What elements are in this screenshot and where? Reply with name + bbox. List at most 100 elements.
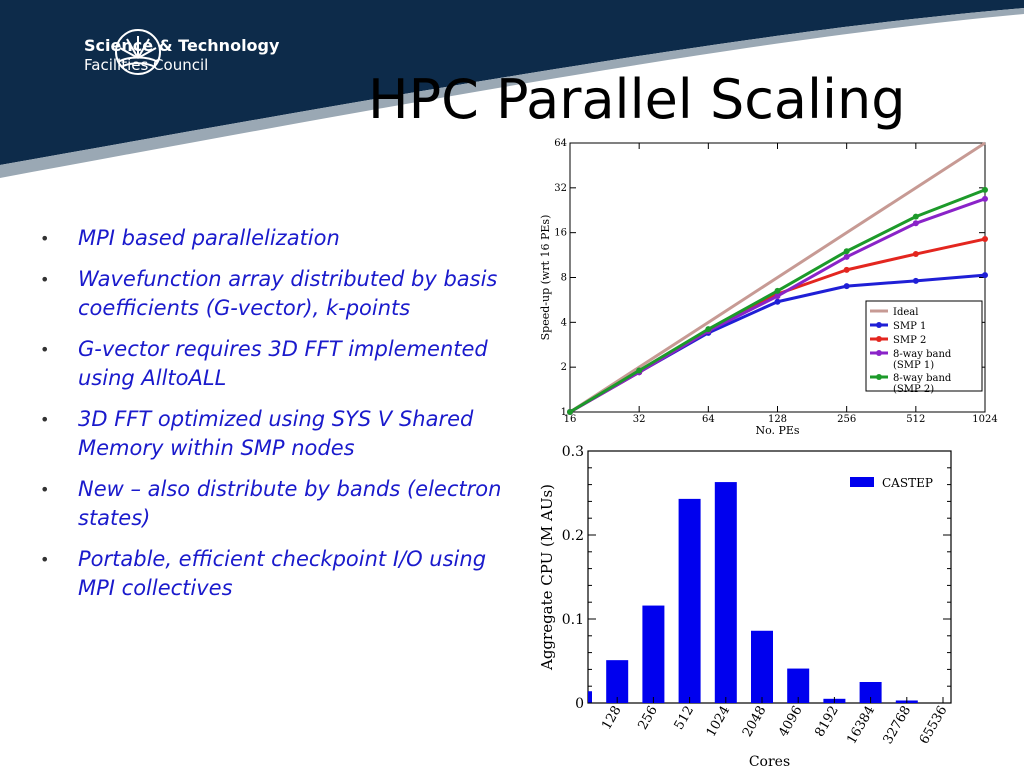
- org-name-line2: Facilities Council: [84, 56, 209, 74]
- legend-marker: [876, 374, 882, 380]
- x-tick-label: 32768: [881, 704, 915, 747]
- bullet-item: • 3D FFT optimized using SYS V Shared Mem…: [40, 405, 520, 463]
- x-tick-label: 4096: [776, 704, 806, 740]
- data-point: [843, 283, 850, 290]
- bullet-item: • G-vector requires 3D FFT implemented us…: [40, 335, 520, 393]
- x-tick-label: 16: [564, 414, 577, 425]
- legend-label: (SMP 1): [893, 360, 934, 371]
- legend-label: 8-way band: [893, 349, 952, 360]
- speedup-line-chart: 16 32 64 128 256 512 1024 1 2 4 8 16 32 64 No. PEs Spee…: [539, 138, 998, 437]
- data-point: [843, 248, 850, 255]
- bullet-item: • New – also distribute by bands (electro…: [40, 475, 520, 533]
- data-point: [774, 293, 781, 300]
- header-banner: [0, 0, 1024, 178]
- y-tick-label: 0.1: [562, 612, 584, 628]
- y-tick-label: 8: [561, 273, 567, 284]
- x-tick-label: 512: [672, 704, 697, 733]
- bullet-text: Wavefunction array distributed by basis …: [78, 267, 498, 320]
- bullet-item: • MPI based parallelization: [40, 224, 520, 253]
- bar: [714, 482, 737, 703]
- x-axis-label: Cores: [749, 754, 790, 768]
- bar: [787, 668, 810, 703]
- bullet-text: 3D FFT optimized using SYS V Shared Memo…: [78, 407, 474, 460]
- bullet-dot-icon: •: [40, 229, 50, 248]
- x-tick-label: 256: [837, 414, 856, 425]
- bullet-text: G-vector requires 3D FFT implemented usi…: [78, 337, 488, 390]
- x-tick-label: 65536: [917, 704, 951, 747]
- y-tick-label: 16: [554, 228, 567, 239]
- legend-swatch: [850, 477, 874, 487]
- y-tick-label: 1: [561, 407, 567, 418]
- series-line: [569, 141, 986, 414]
- bullet-dot-icon: •: [40, 410, 50, 429]
- x-tick-label: 512: [906, 414, 925, 425]
- bullet-text: MPI based parallelization: [78, 226, 340, 250]
- aggregate-cpu-bar-chart: 0 0.1 0.2 0.3 128 256 512 1024 2048 4096 8192 16384…: [538, 444, 952, 768]
- data-point: [774, 298, 781, 305]
- x-axis-label: No. PEs: [755, 424, 799, 437]
- data-point: [912, 213, 919, 220]
- x-tick-label: 128: [599, 704, 624, 733]
- x-tick-label: 128: [768, 414, 787, 425]
- stfc-logo-icon: [115, 29, 161, 75]
- data-point: [982, 195, 988, 202]
- y-tick-label: 64: [554, 138, 567, 149]
- legend-marker: [876, 322, 882, 328]
- y-axis-label: Aggregate CPU (M AUs): [538, 484, 556, 671]
- bullet-dot-icon: •: [40, 270, 50, 289]
- data-point: [982, 186, 988, 193]
- data-point: [982, 272, 988, 279]
- legend-label: (SMP 2): [893, 384, 934, 395]
- y-axis-label: Speed-up (wrt 16 PEs): [539, 215, 552, 341]
- bullet-dot-icon: •: [40, 480, 50, 499]
- legend-label: 8-way band: [893, 373, 952, 384]
- x-tick-label: 64: [702, 414, 715, 425]
- data-point: [912, 220, 919, 227]
- bar: [678, 498, 701, 703]
- legend-label: SMP 2: [893, 335, 926, 346]
- data-point: [843, 253, 850, 260]
- data-point: [982, 236, 988, 243]
- bullet-text: Portable, efficient checkpoint I/O using…: [78, 547, 487, 600]
- x-tick-label: 32: [633, 414, 646, 425]
- data-point: [774, 287, 781, 294]
- x-tick-label: 2048: [740, 704, 770, 740]
- data-point: [843, 266, 850, 273]
- legend-marker: [876, 350, 882, 356]
- bullet-list: • MPI based parallelization • Wavefunction…: [40, 224, 520, 615]
- x-tick-label: 256: [635, 704, 660, 733]
- y-tick-label: 0.3: [562, 444, 584, 460]
- y-tick-label: 4: [561, 317, 567, 328]
- org-name-line1: Science & Technology: [84, 36, 280, 55]
- x-tick-label: 1024: [704, 704, 734, 740]
- data-point: [567, 409, 573, 415]
- bullet-item: • Portable, efficient checkpoint I/O usin…: [40, 545, 520, 603]
- y-tick-label: 2: [561, 362, 567, 373]
- y-tick-label: 0.2: [562, 528, 584, 544]
- bullet-dot-icon: •: [40, 340, 50, 359]
- data-point: [912, 251, 919, 258]
- bullet-text: New – also distribute by bands (electron…: [78, 477, 502, 530]
- data-point: [705, 326, 712, 333]
- data-point: [912, 277, 919, 284]
- y-tick-label: 0: [575, 696, 584, 712]
- legend-label: SMP 1: [893, 321, 926, 332]
- legend-label: Ideal: [893, 307, 918, 318]
- bar: [588, 691, 592, 703]
- banner-shape: [0, 0, 1024, 165]
- page-title: HPC Parallel Scaling: [368, 68, 906, 131]
- bar: [859, 682, 882, 703]
- x-tick-label: 8192: [812, 704, 842, 740]
- bar: [642, 605, 665, 703]
- bullet-dot-icon: •: [40, 550, 50, 569]
- y-tick-label: 32: [554, 183, 567, 194]
- data-point: [636, 367, 643, 374]
- legend-marker: [876, 336, 882, 342]
- legend-label: CASTEP: [882, 476, 933, 490]
- bar: [751, 630, 773, 703]
- x-tick-label: 16384: [844, 704, 878, 747]
- bullet-item: • Wavefunction array distributed by basis…: [40, 265, 520, 323]
- bar-group: [588, 482, 918, 703]
- x-tick-label: 1024: [972, 414, 997, 425]
- bar: [606, 660, 629, 703]
